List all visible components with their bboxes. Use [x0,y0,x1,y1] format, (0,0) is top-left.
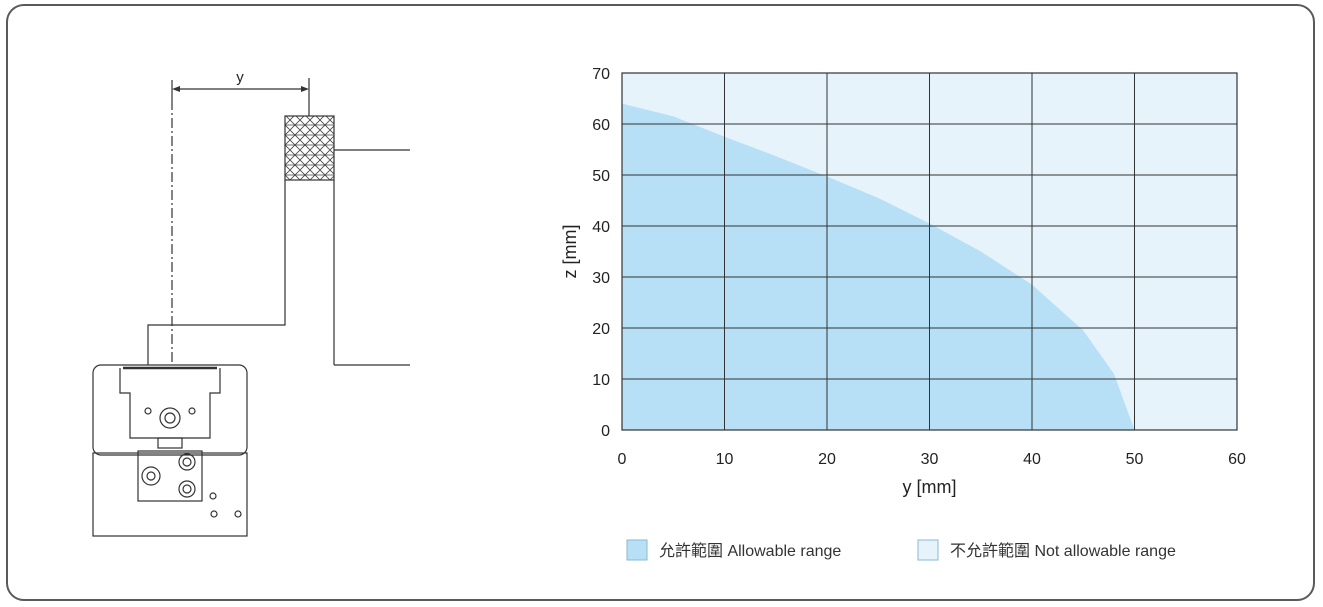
x-tick-label: 30 [921,451,939,468]
legend-label-allowable: 允許範圍 Allowable range [659,542,841,560]
dimension-label-y: y [236,69,244,86]
y-axis-label: z [mm] [560,225,580,279]
y-tick-label: 70 [592,66,610,83]
y-tick-label: 10 [592,372,610,389]
y-tick-label: 20 [592,321,610,338]
y-tick-label: 0 [601,423,610,440]
y-tick-label: 40 [592,219,610,236]
x-tick-label: 50 [1126,451,1144,468]
x-axis-label: y [mm] [903,477,957,497]
x-tick-label: 20 [818,451,836,468]
allowable-range-chart: 0 10 20 30 40 50 60 0 10 20 30 40 50 60 70 y [mm] z [mm… [560,66,1246,561]
y-tick-label: 60 [592,117,610,134]
legend-swatch-allowable [626,539,648,561]
x-tick-label: 40 [1023,451,1041,468]
y-tick-label: 50 [592,168,610,185]
legend-label-not-allowable: 不允許範圍 Not allowable range [950,542,1176,560]
panel-frame [6,4,1315,601]
y-tick-label: 30 [592,270,610,287]
legend-swatch-not-allowable [917,539,939,561]
x-tick-label: 60 [1228,451,1246,468]
x-tick-label: 10 [716,451,734,468]
allowable-area [622,103,1135,430]
gripper-diagram: y z [92,69,410,537]
plot-frame [621,72,1238,431]
x-tick-label: 0 [618,451,627,468]
